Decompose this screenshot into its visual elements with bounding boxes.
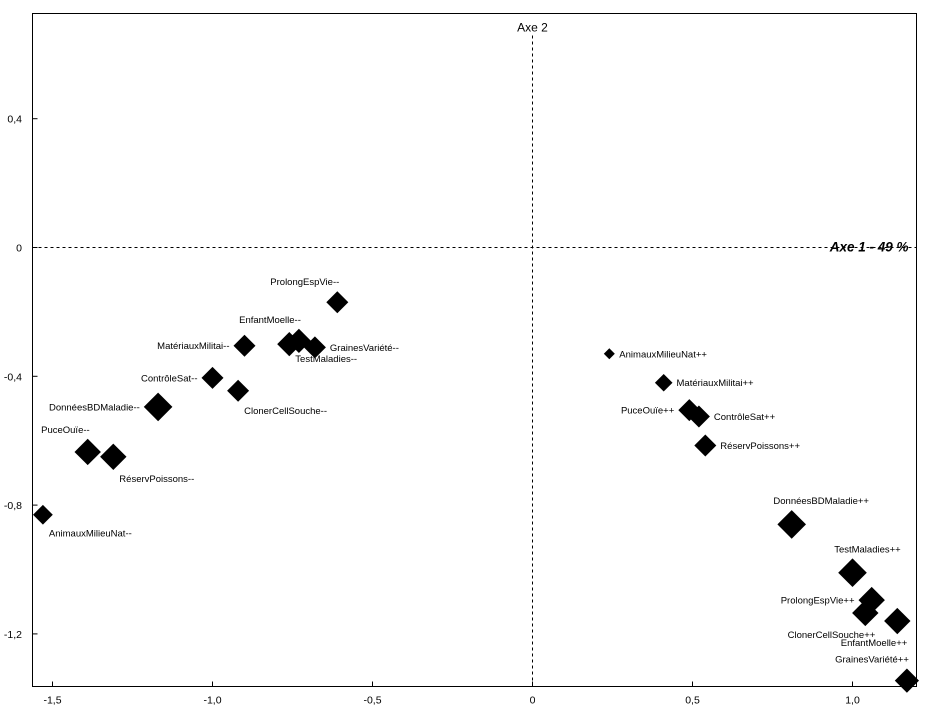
data-point-marker [326, 291, 349, 314]
y-axis-ticks: 0,4 0 -0,4 -0,8 -1,2 [4, 114, 38, 641]
data-point-label: ProlongEspVie++ [781, 596, 855, 607]
data-point-marker [227, 379, 250, 402]
x-tick-label: 1,0 [845, 695, 860, 707]
data-point-label: GrainesVariété-- [330, 343, 399, 354]
y-tick-label: 0,4 [7, 114, 22, 126]
data-point-marker [74, 438, 101, 466]
data-point-marker [858, 586, 885, 614]
data-point-label: EnfantMoelle++ [841, 638, 908, 649]
data-point-label: ProlongEspVie-- [270, 277, 339, 288]
data-point-label: EnfantMoelle-- [239, 315, 301, 326]
data-point-label: DonnéesBDMaladie++ [773, 496, 869, 507]
x-tick-label: -1,5 [43, 695, 61, 707]
y-tick-label: 0 [16, 243, 22, 255]
data-point-label: PuceOuïe++ [621, 406, 675, 417]
data-point-marker [884, 607, 911, 635]
data-point-marker [852, 599, 879, 627]
x-tick-label: -1,0 [203, 695, 221, 707]
x-axis-ticks: -1,5 -1,0 -0,5 0 0,5 1,0 [43, 681, 860, 707]
x-tick-label: 0 [530, 695, 536, 707]
data-point-marker [33, 504, 53, 525]
data-point-label: PuceOuïe-- [41, 425, 90, 436]
data-point-marker [838, 558, 867, 588]
y-tick-label: -1,2 [4, 629, 22, 641]
data-point-label: ContrôleSat++ [714, 412, 776, 423]
data-point-marker [687, 405, 710, 428]
data-point-label: DonnéesBDMaladie-- [49, 402, 140, 413]
data-points: ProlongEspVie-- EnfantMoelle-- GrainesVari… [33, 277, 919, 693]
data-point-label: GrainesVariété++ [835, 654, 909, 665]
data-point-marker [694, 434, 717, 457]
data-point-label: RéservPoissons-- [119, 474, 194, 485]
data-point-label: MatériauxMilitai-- [157, 341, 229, 352]
data-point-marker [603, 348, 615, 360]
data-point-marker [277, 332, 302, 357]
data-point-label: ClonerCellSouche-- [244, 406, 327, 417]
data-point-label: AnimauxMilieuNat++ [619, 349, 707, 360]
data-point-marker [654, 373, 673, 392]
data-point-marker [777, 510, 806, 539]
data-point-label: RéservPoissons++ [720, 441, 800, 452]
data-point-marker [894, 668, 919, 693]
data-point-marker [201, 366, 224, 389]
y-tick-label: -0,8 [4, 500, 22, 512]
data-point-marker [100, 443, 127, 470]
y-tick-label: -0,4 [4, 371, 22, 383]
plot-frame [32, 13, 917, 687]
data-point-marker [233, 334, 256, 357]
data-point-label: TestMaladies++ [834, 544, 901, 555]
data-point-marker [143, 392, 173, 422]
data-point-marker [303, 336, 326, 359]
x-tick-label: 0,5 [685, 695, 700, 707]
data-point-label: TestMaladies-- [295, 354, 357, 365]
y-axis-title: Axe 2 [517, 21, 548, 35]
x-tick-label: -0,5 [363, 695, 381, 707]
data-point-label: ClonerCellSouche++ [788, 630, 876, 641]
x-axis-title: Axe 1 - 49 % [829, 240, 909, 255]
data-point-label: MatériauxMilitai++ [677, 378, 755, 389]
data-point-label: ContrôleSat-- [141, 373, 198, 384]
data-point-label: AnimauxMilieuNat-- [49, 529, 132, 540]
